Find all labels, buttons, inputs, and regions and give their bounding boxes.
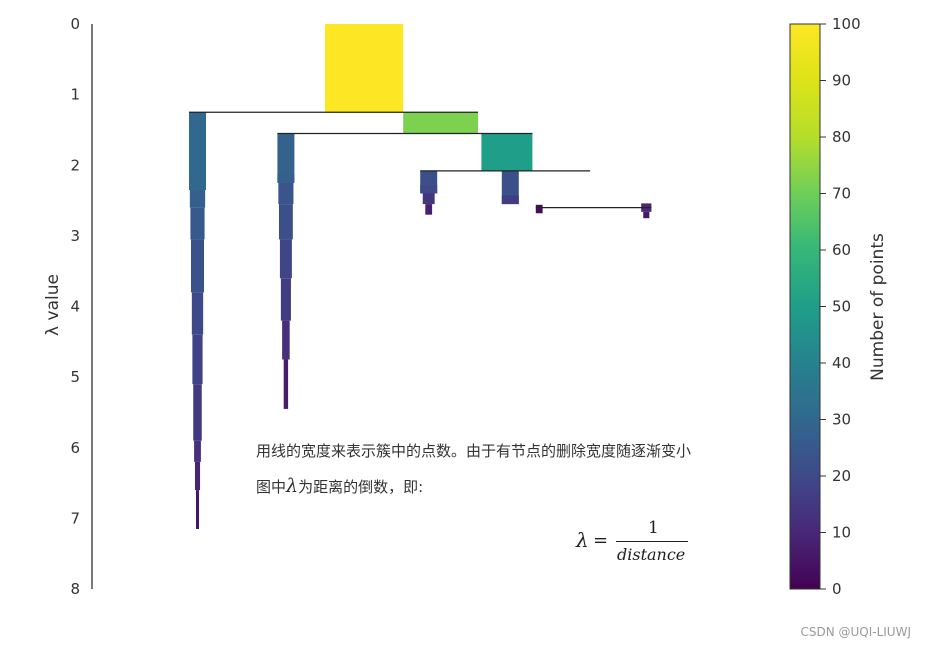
colorbar-tick-label: 70: [832, 185, 851, 203]
cluster-stem-segment: [278, 182, 294, 205]
colorbar-tick-label: 80: [832, 128, 851, 146]
cluster-stem-segment: [192, 334, 203, 385]
colorbar-gradient: [789, 23, 821, 590]
colorbar-tick-label: 0: [832, 580, 842, 598]
cluster-bar: [325, 24, 404, 113]
cluster-stem-segment: [278, 204, 293, 240]
y-tick-label: 1: [70, 86, 80, 104]
cluster-stem-segment: [189, 181, 206, 190]
cluster-stem-segment: [277, 174, 295, 183]
y-tick-label: 5: [70, 368, 80, 386]
lambda-formula: λ = 1 distance: [576, 518, 696, 568]
colorbar-tick-label: 40: [832, 354, 851, 372]
cluster-stem-segment: [425, 204, 433, 215]
colorbar-tick-label: 10: [832, 524, 851, 542]
watermark: CSDN @UQI-LIUWJ: [800, 625, 911, 639]
y-tick-label: 3: [70, 227, 80, 245]
annotation-line-2-suffix: 为距离的倒数，即:: [298, 478, 424, 496]
tree-stems: [189, 174, 652, 529]
colorbar-title: Number of points: [868, 233, 888, 381]
formula-denominator: distance: [617, 545, 686, 564]
colorbar-tick-label: 90: [832, 72, 851, 90]
y-tick-label: 6: [70, 439, 80, 457]
cluster-stem-segment: [283, 359, 289, 409]
annotation-line-1: 用线的宽度来表示簇中的点数。由于有节点的删除宽度随逐渐变小: [256, 442, 692, 460]
cluster-stem-segment: [190, 239, 205, 293]
formula-numerator: 1: [648, 518, 659, 538]
cluster-stem-segment: [420, 185, 438, 194]
cluster-stem-segment: [422, 193, 435, 205]
cluster-stem-segment: [194, 461, 201, 491]
cluster-bar: [403, 112, 478, 134]
formula-fraction-bar: [616, 541, 688, 542]
cluster-bar: [481, 133, 533, 171]
cluster-stem-segment: [501, 195, 519, 205]
cluster-bar: [189, 112, 206, 190]
colorbar-tick-label: 50: [832, 298, 851, 316]
cluster-stem-segment: [193, 384, 202, 441]
cluster-stem-segment: [535, 204, 543, 214]
cluster-stem-segment: [189, 189, 206, 208]
y-axis-title: λ value: [43, 274, 63, 336]
cluster-stem-segment: [279, 239, 292, 279]
cluster-stem-segment: [194, 440, 201, 462]
y-tick-label: 7: [70, 509, 80, 527]
y-tick-label: 4: [70, 298, 80, 316]
y-tick-label: 2: [70, 156, 80, 174]
formula-equals: =: [593, 530, 609, 551]
annotation-lambda-symbol: λ: [286, 475, 299, 497]
y-axis: 0 1 2 3 4 5 6 7 8: [70, 15, 93, 598]
cluster-stem-segment: [191, 292, 204, 335]
colorbar-tick-label: 60: [832, 241, 851, 259]
annotation-line-2: 图中λ为距离的倒数，即:: [256, 475, 423, 497]
formula-lhs: λ: [576, 528, 589, 552]
tree-bars: [189, 24, 533, 205]
cluster-stem-segment: [280, 278, 291, 321]
colorbar: 0 10 20 30 40 50 60 70 80 90 100: [789, 15, 861, 598]
cluster-stem-segment: [196, 490, 199, 529]
colorbar-tick-label: 20: [832, 467, 851, 485]
colorbar-tick-label: 30: [832, 411, 851, 429]
cluster-stem-segment: [282, 320, 290, 360]
annotation-line-2-prefix: 图中: [256, 478, 287, 496]
cluster-stem-segment: [643, 211, 650, 219]
y-tick-label: 8: [70, 580, 80, 598]
cluster-bar: [277, 133, 295, 183]
colorbar-tick-label: 100: [832, 15, 861, 33]
tree-splits: [189, 111, 652, 209]
cluster-stem-segment: [190, 207, 205, 240]
y-tick-label: 0: [70, 15, 80, 33]
